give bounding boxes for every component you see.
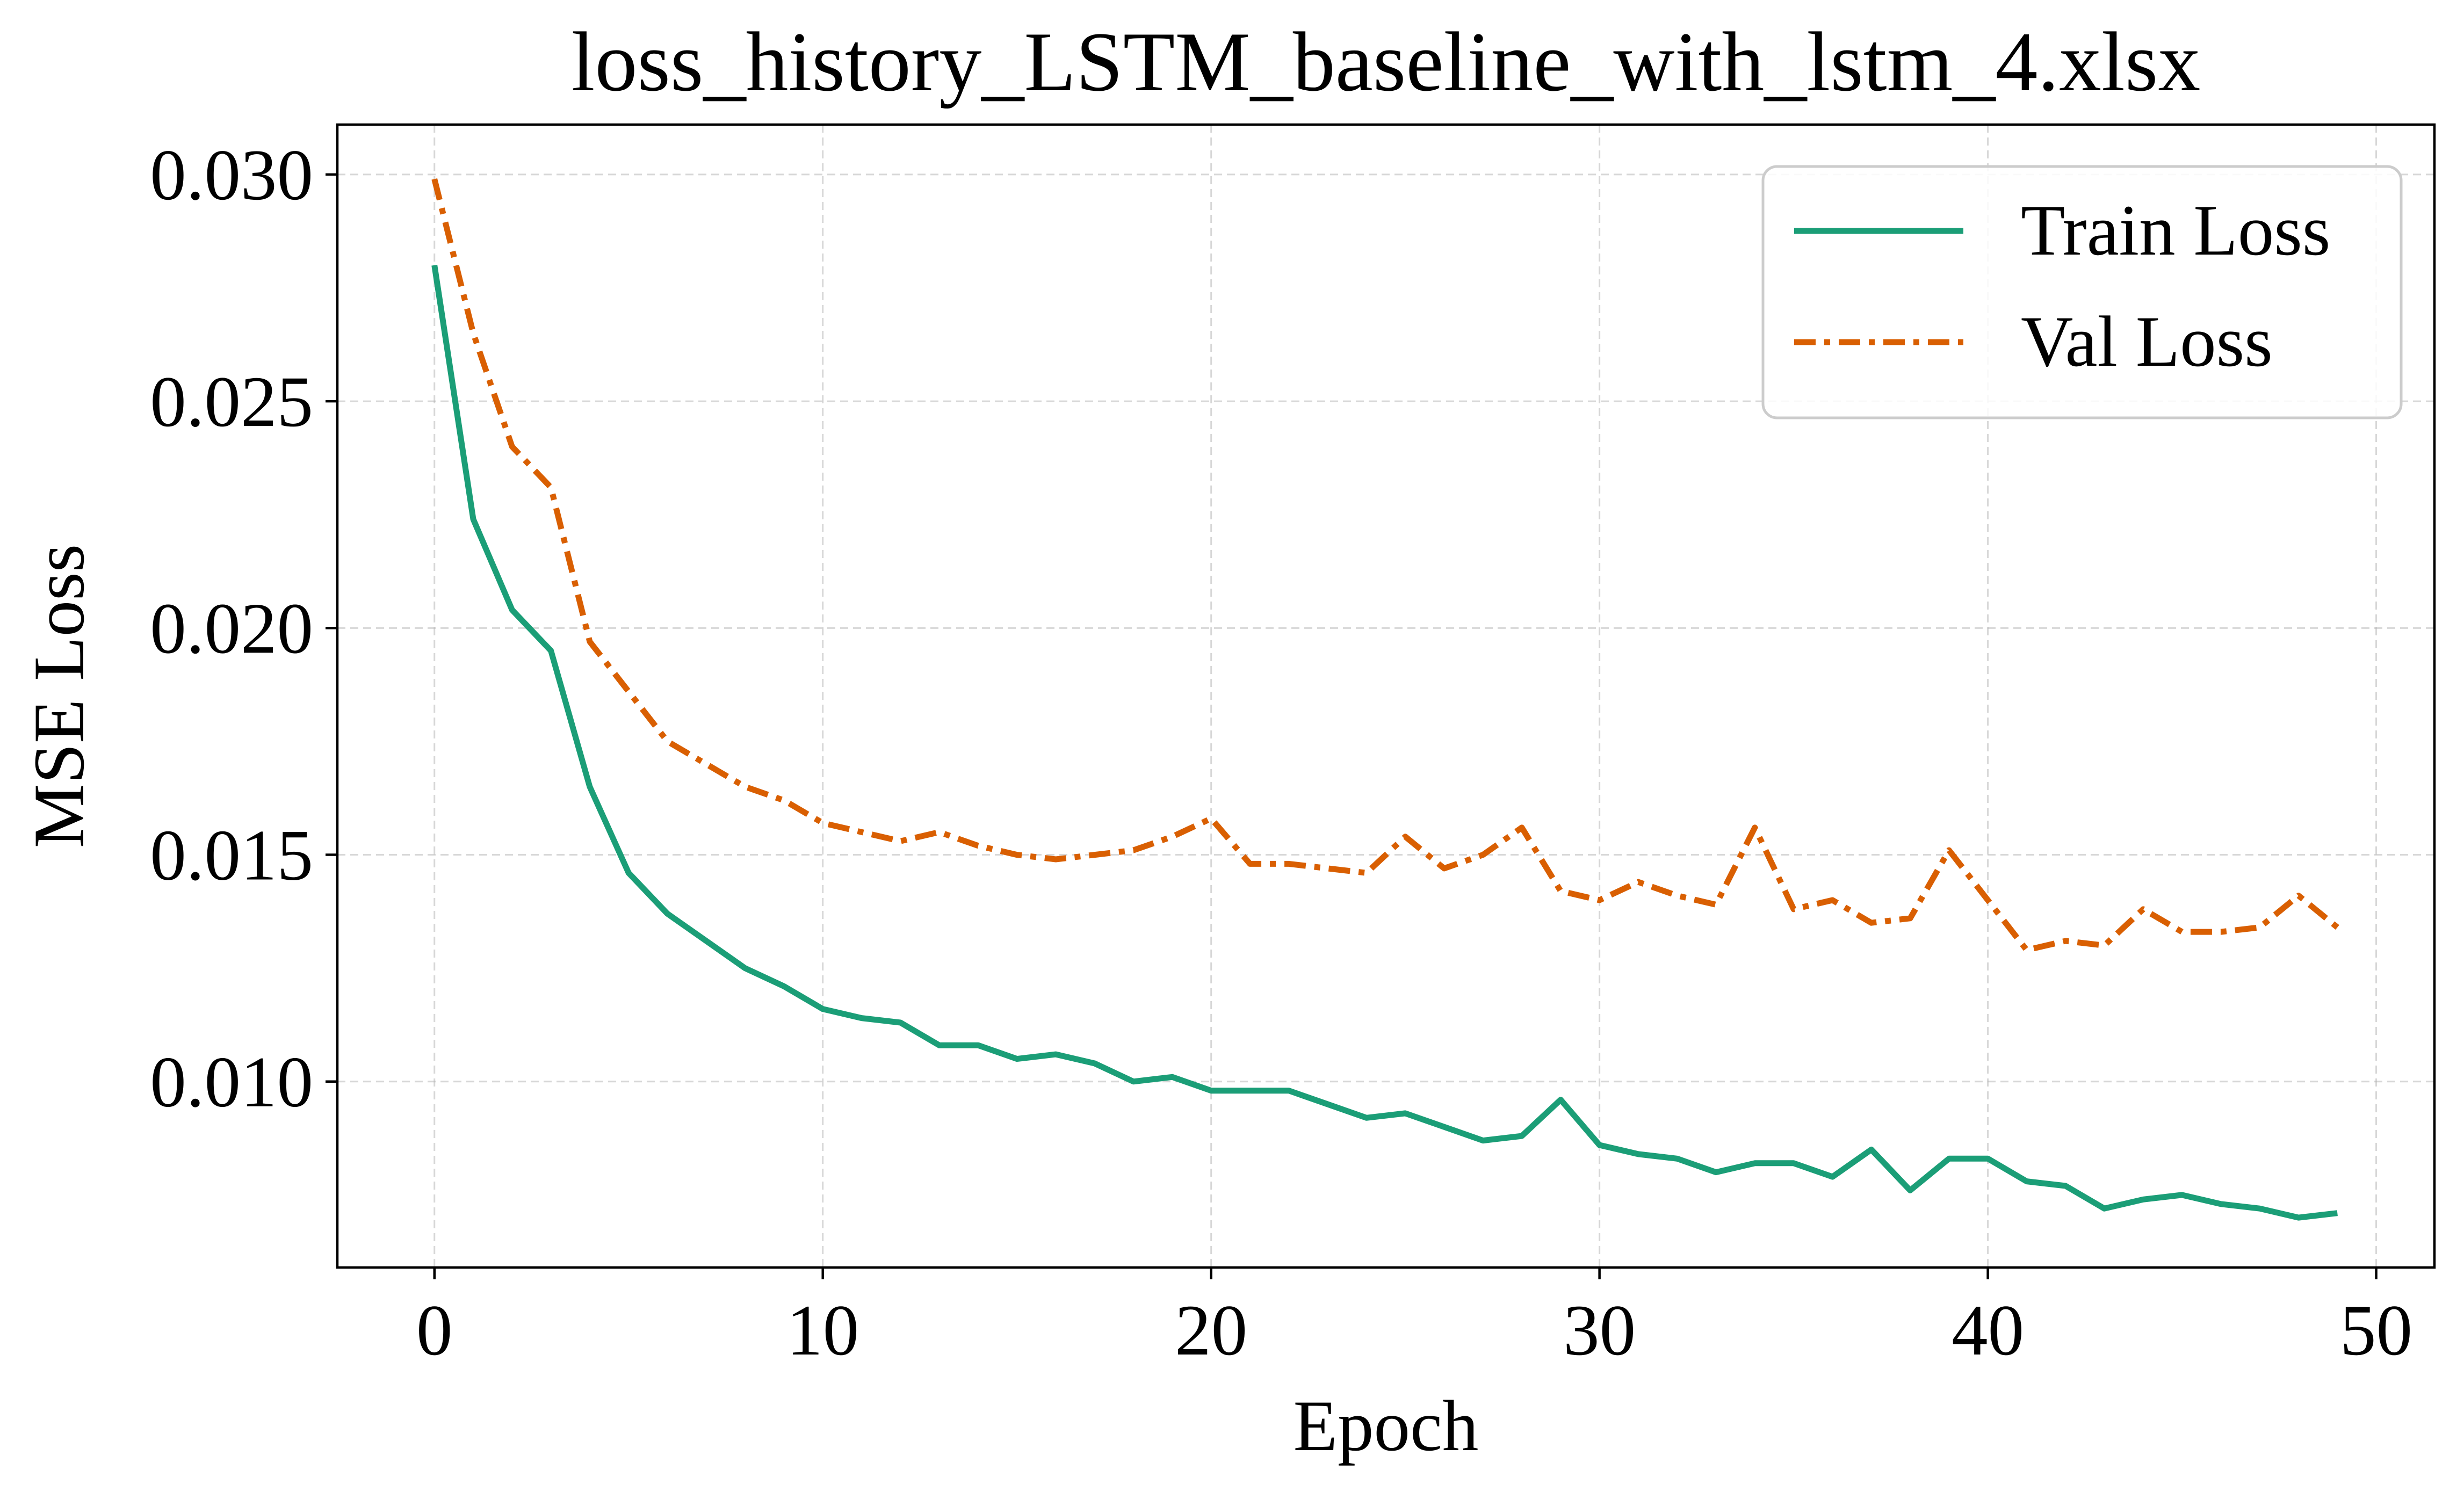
y-tick-label: 0.015 (150, 816, 313, 896)
y-tick-label: 0.025 (150, 362, 313, 442)
series-lines (431, 178, 2339, 1221)
axis-ticks: 0 10 20 30 40 50 0.010 0.015 0.020 0.025 0.030 (150, 135, 2412, 1371)
legend-label-val: Val Loss (2021, 302, 2273, 382)
series-line-val-loss (431, 178, 2339, 953)
x-tick-label: 30 (1563, 1291, 1636, 1371)
y-tick-label: 0.030 (150, 135, 313, 215)
legend-label-train: Train Loss (2021, 191, 2330, 271)
x-tick-label: 40 (1952, 1291, 2024, 1371)
y-axis-label: MSE Loss (19, 544, 99, 848)
plot-frame (336, 123, 2436, 1269)
x-tick-label: 50 (2340, 1291, 2412, 1371)
x-axis-label: Epoch (1294, 1386, 1479, 1466)
y-tick-label: 0.020 (150, 589, 313, 669)
x-tick-label: 0 (416, 1291, 453, 1371)
x-tick-label: 10 (786, 1291, 859, 1371)
series-line-train-loss (431, 264, 2338, 1221)
chart-title: loss_history_LSTM_baseline_with_lstm_4.x… (572, 15, 2201, 109)
x-tick-label: 20 (1175, 1291, 1247, 1371)
y-tick-label: 0.010 (150, 1042, 313, 1122)
legend: Train Loss Val Loss (1761, 165, 2403, 419)
